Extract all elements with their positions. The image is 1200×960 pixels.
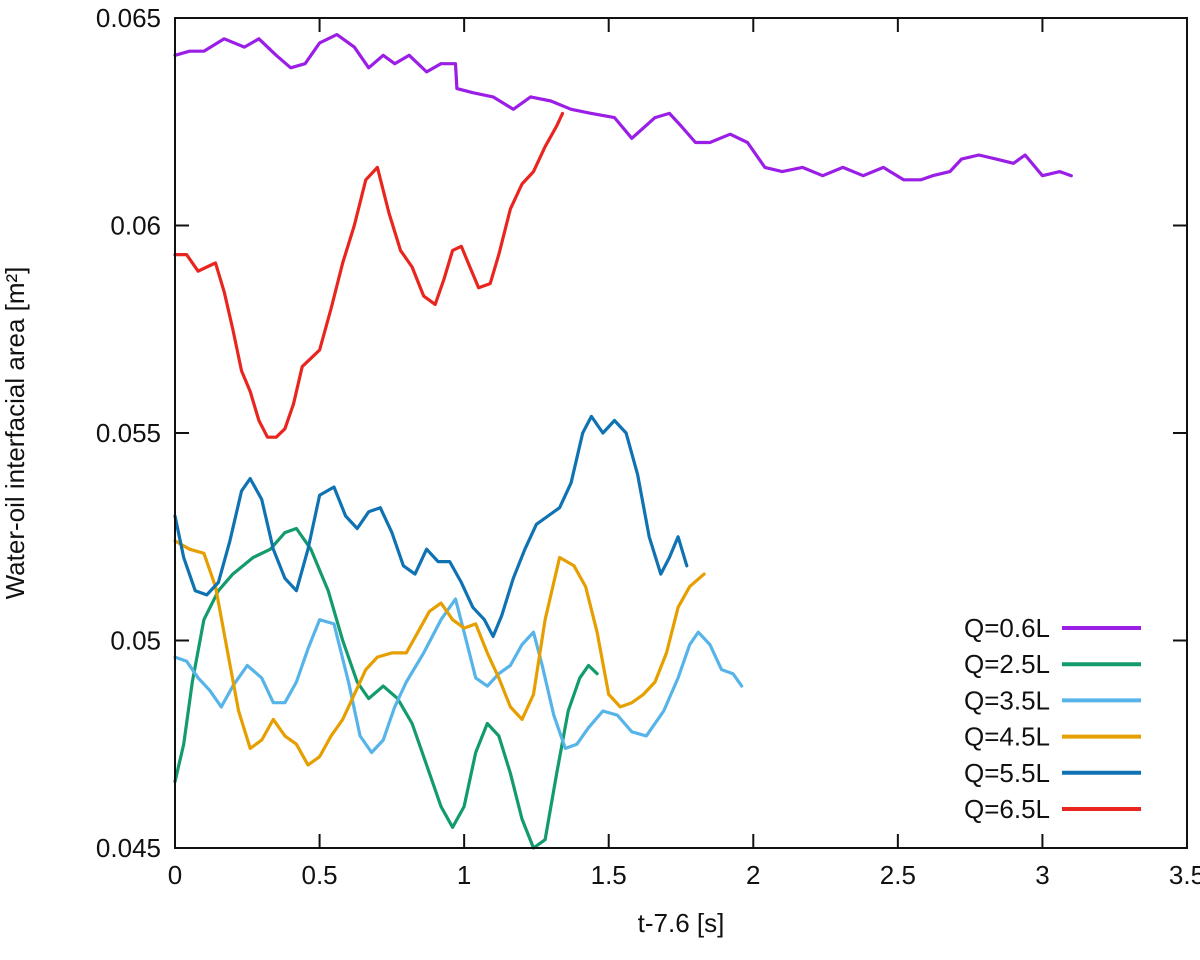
series-line-q-5-5l <box>173 414 689 638</box>
series-line-q-3-5l <box>173 597 744 755</box>
y-tick-label: 0.055 <box>96 418 161 448</box>
x-tick-label: 1 <box>457 860 471 890</box>
y-axis-title: Water-oil interfacial area [m²] <box>0 267 30 600</box>
y-tick-label: 0.06 <box>110 211 161 241</box>
y-tick-label: 0.05 <box>110 626 161 656</box>
series-line-q-0-6l <box>173 33 1073 182</box>
x-tick-label: 3 <box>1035 860 1049 890</box>
x-tick-label: 2.5 <box>880 860 916 890</box>
legend-label: Q=6.5L <box>964 794 1050 824</box>
series-line-q-4-5l <box>173 539 706 767</box>
x-tick-label: 0.5 <box>301 860 337 890</box>
series-line-q-2-5l <box>173 526 599 850</box>
series-line-q-6-5l <box>173 111 565 439</box>
x-tick-label: 0 <box>168 860 182 890</box>
legend-label: Q=0.6L <box>964 613 1050 643</box>
legend-label: Q=5.5L <box>964 758 1050 788</box>
legend: Q=0.6L Q=2.5L Q=3.5L Q=4.5L Q=5.5L Q=6.5L <box>964 613 1141 824</box>
axis-tick-labels: 0 0.5 1 1.5 2 2.5 3 3.5 0.045 0.05 0.055 0.06 0.065 <box>96 3 1200 890</box>
x-tick-label: 1.5 <box>591 860 627 890</box>
x-tick-label: 3.5 <box>1169 860 1200 890</box>
x-axis-title: t-7.6 [s] <box>638 908 725 938</box>
x-tick-label: 2 <box>746 860 760 890</box>
y-tick-label: 0.045 <box>96 833 161 863</box>
legend-label: Q=3.5L <box>964 685 1050 715</box>
legend-label: Q=2.5L <box>964 649 1050 679</box>
legend-label: Q=4.5L <box>964 722 1050 752</box>
axis-ticks <box>174 17 1188 849</box>
y-tick-label: 0.065 <box>96 3 161 33</box>
plot-lines <box>173 33 1073 850</box>
